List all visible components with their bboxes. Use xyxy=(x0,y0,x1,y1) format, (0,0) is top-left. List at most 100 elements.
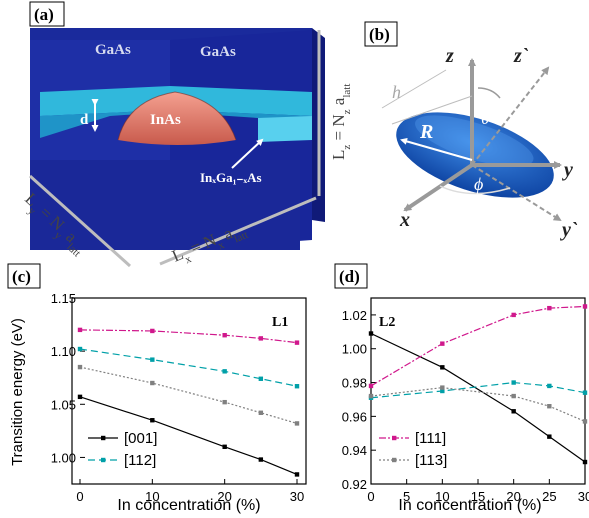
axis-z-label: z xyxy=(445,45,454,67)
chart-d-xtick-label: 10 xyxy=(435,489,449,504)
panel-d: (d) In concentration (%) L2 0.92 0.94 0.96… xyxy=(334,263,589,514)
chart-d-series-point xyxy=(511,393,516,399)
chart-c-frame xyxy=(71,297,307,485)
chart-d-series-point xyxy=(582,390,588,395)
chart-c-ytick-label: 1.00 xyxy=(51,450,76,465)
zp-axis xyxy=(471,66,550,166)
chart-c-plot: 1.00 1.05 1.10 1.15 0 10 20 30 xyxy=(51,291,305,504)
chart-d-xtick-label: 15 xyxy=(471,489,485,504)
chart-c-series-point xyxy=(222,444,227,449)
lz-label: Lz = Nz alatt xyxy=(329,84,353,160)
chart-c-series-point xyxy=(294,472,300,477)
chart-c-legend-label: [112] xyxy=(124,452,156,469)
chart-c-xlabel: In concentration (%) xyxy=(117,497,260,514)
chart-d-series-point xyxy=(440,365,445,370)
h-bracket-top xyxy=(381,69,447,109)
chart-d-xtick-label: 0 xyxy=(367,489,374,504)
gaas-label-right: GaAs xyxy=(200,44,236,60)
chart-d-legend-marker xyxy=(392,435,397,441)
chart-d-xtick-label: 30 xyxy=(578,489,589,504)
chart-c-series-point xyxy=(258,410,264,415)
chart-d-legend-label: [113] xyxy=(415,452,447,469)
panel-b-tag: (b) xyxy=(369,25,390,44)
chart-c-series-point xyxy=(150,418,155,423)
chart-c-series-point xyxy=(258,336,264,341)
quantum-dot-ellipsoid xyxy=(396,112,554,198)
chart-c-series-point xyxy=(258,376,264,381)
chart-c-xtick-label: 10 xyxy=(145,489,159,504)
chart-d-ytick-label: 1.02 xyxy=(342,308,367,323)
chart-d-series-point xyxy=(547,434,552,439)
chart-c-series-point xyxy=(294,340,300,345)
chart-d-series-point xyxy=(547,305,552,311)
chart-c-series-point xyxy=(77,327,83,333)
chart-c-ytick-label: 1.15 xyxy=(51,291,76,306)
chart-c-series-point xyxy=(222,399,227,405)
phi-arc xyxy=(439,185,511,195)
chart-c-series-point xyxy=(222,369,227,374)
gaas-label-left: GaAs xyxy=(95,42,131,58)
chart-c-series-point xyxy=(222,333,227,338)
chart-d-title: L2 xyxy=(379,315,395,330)
chart-d-series-point xyxy=(368,383,374,389)
axis-yp-label: y` xyxy=(560,219,578,241)
panel-c-tag: (c) xyxy=(12,267,31,286)
panel-d-tag: (d) xyxy=(339,267,360,286)
box-front-bottom xyxy=(30,160,300,250)
axis-y-label: y xyxy=(562,159,573,181)
chart-d-series-point xyxy=(368,393,374,399)
chart-d-ytick-label: 0.94 xyxy=(342,443,367,458)
chart-d-ytick-label: 0.96 xyxy=(342,409,367,424)
d-label: d xyxy=(80,112,89,128)
chart-d-frame xyxy=(370,297,586,485)
chart-c-xtick-label: 20 xyxy=(217,489,231,504)
chart-c-series-point xyxy=(294,421,300,426)
panel-c-tag-box xyxy=(7,263,41,289)
chart-c-series-point xyxy=(150,380,155,386)
chart-c-series-point xyxy=(258,457,264,462)
ellipsoid-top-shading xyxy=(415,115,534,167)
chart-d-xtick-label: 20 xyxy=(506,489,520,504)
chart-d-series-point xyxy=(582,459,588,465)
chart-d-series-point xyxy=(582,419,588,424)
chart-c-legend-marker xyxy=(101,457,106,463)
lx-dim-line xyxy=(159,196,317,266)
chart-c-series-point xyxy=(150,357,155,362)
ingaas-pointer xyxy=(231,138,264,169)
chart-c-series-point xyxy=(77,394,83,400)
r-arrow xyxy=(400,138,473,161)
h-bracket-bottom xyxy=(391,95,473,125)
chart-d-series-point xyxy=(582,304,588,309)
chart-d-series-point xyxy=(440,341,445,346)
chart-c-legend: [001] [112] xyxy=(88,430,157,469)
panel-b: (b) z z` h R θ ϕ y x y` xyxy=(364,21,578,241)
chart-d-xtick-label: 25 xyxy=(542,489,556,504)
chart-d-series-point xyxy=(511,380,516,385)
chart-c-title: L1 xyxy=(272,315,288,330)
inas-label: InAs xyxy=(150,112,181,128)
chart-d-series-point xyxy=(511,312,516,318)
phi-label: ϕ xyxy=(474,174,483,194)
theta-label: θ xyxy=(481,108,490,128)
chart-d-plot: 0.92 0.94 0.96 0.98 1.00 1.02 0 5 10 15 20 25 30 xyxy=(342,304,589,504)
chart-c-ytick-label: 1.10 xyxy=(51,344,76,359)
panel-a-tag: (a) xyxy=(34,5,54,24)
inas-dot-outline xyxy=(117,91,237,141)
chart-c-ylabel: Transition energy (eV) xyxy=(9,318,26,466)
chart-c-series-point xyxy=(77,346,83,352)
chart-c-series-point xyxy=(77,364,83,370)
chart-c-legend-label: [001] xyxy=(124,430,157,447)
chart-d-series-point xyxy=(368,331,374,336)
chart-d-legend-label: [111] xyxy=(415,430,446,447)
chart-d-legend-marker xyxy=(392,457,397,463)
panel-d-tag-box xyxy=(334,263,368,289)
chart-d-series-point xyxy=(511,409,516,414)
axis-x-label: x xyxy=(399,209,410,231)
chart-d-ytick-label: 0.98 xyxy=(342,376,367,391)
chart-c-xtick-label: 30 xyxy=(290,489,304,504)
r-label: R xyxy=(419,121,433,143)
chart-d-xtick-label: 5 xyxy=(403,489,410,504)
panel-a-tag-box xyxy=(29,1,65,27)
panel-a: GaAs GaAs InAs d InₓGa₁₋ₓAs Lz = Nz alat… xyxy=(21,1,353,268)
